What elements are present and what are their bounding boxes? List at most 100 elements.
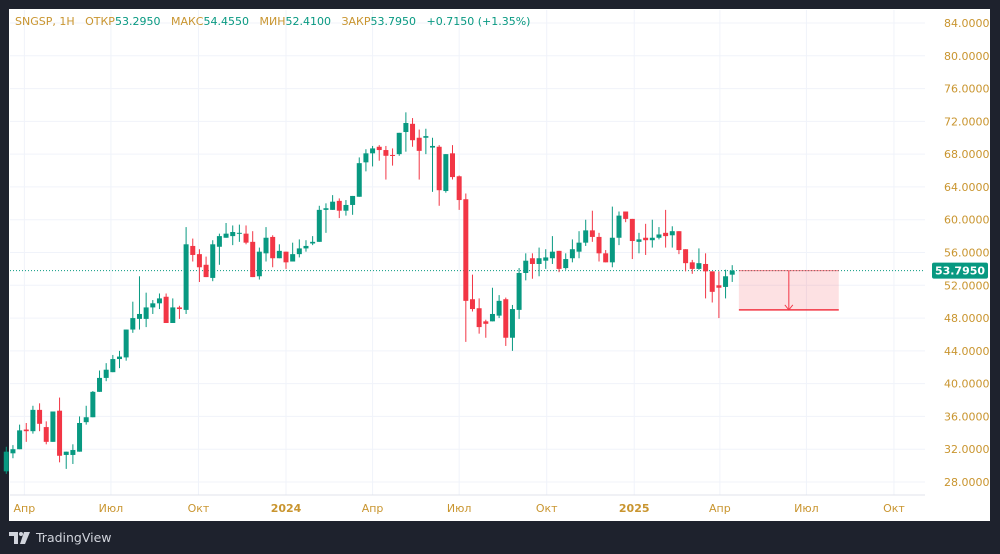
candle[interactable] — [456, 175, 462, 210]
candle[interactable] — [663, 209, 669, 248]
candle[interactable] — [250, 231, 256, 278]
candle[interactable] — [589, 210, 595, 242]
candle[interactable] — [83, 405, 89, 425]
candle[interactable] — [70, 444, 76, 464]
candle[interactable] — [523, 253, 529, 281]
candle[interactable] — [496, 295, 502, 319]
candle[interactable] — [356, 157, 362, 197]
candle[interactable] — [423, 128, 429, 155]
candle[interactable] — [656, 227, 662, 240]
candle[interactable] — [103, 363, 109, 382]
candle[interactable] — [216, 233, 222, 265]
candle[interactable] — [17, 424, 23, 450]
candle[interactable] — [483, 319, 489, 338]
candle[interactable] — [276, 244, 282, 259]
candle[interactable] — [576, 231, 582, 259]
candle[interactable] — [323, 203, 329, 233]
candle[interactable] — [303, 240, 309, 252]
candle[interactable] — [296, 239, 302, 258]
candle[interactable] — [723, 269, 729, 299]
candle[interactable] — [3, 446, 9, 474]
candle[interactable] — [689, 259, 695, 274]
candle[interactable] — [396, 132, 402, 156]
candle[interactable] — [350, 195, 356, 215]
candle[interactable] — [183, 227, 189, 314]
candle[interactable] — [256, 247, 262, 280]
candle[interactable] — [270, 235, 276, 268]
candle[interactable] — [383, 145, 389, 180]
candle[interactable] — [63, 451, 69, 469]
candle[interactable] — [43, 421, 49, 445]
candle[interactable] — [150, 300, 156, 314]
candle[interactable] — [436, 145, 442, 206]
candle[interactable] — [603, 250, 609, 263]
candle[interactable] — [596, 232, 602, 262]
candle[interactable] — [636, 232, 642, 254]
candle[interactable] — [569, 239, 575, 263]
candle[interactable] — [203, 256, 209, 278]
candle[interactable] — [696, 248, 702, 270]
candle[interactable] — [390, 148, 396, 166]
candle[interactable] — [196, 249, 202, 283]
candle[interactable] — [549, 236, 555, 264]
candle[interactable] — [30, 405, 36, 434]
candle[interactable] — [310, 236, 316, 246]
candle[interactable] — [683, 249, 689, 272]
candle[interactable] — [50, 411, 56, 442]
candle[interactable] — [609, 206, 615, 268]
candle[interactable] — [163, 293, 169, 323]
candle[interactable] — [616, 211, 622, 246]
candle[interactable] — [729, 265, 735, 282]
time-axis[interactable]: Апр Июл Окт 2024 Апр Июл Окт 2025 Апр Июл Окт — [14, 502, 906, 515]
candle[interactable] — [363, 149, 369, 172]
candle[interactable] — [130, 301, 136, 333]
candle[interactable] — [37, 403, 43, 432]
candle[interactable] — [57, 397, 63, 463]
tradingview-logo[interactable]: TradingView — [9, 530, 112, 545]
candle[interactable] — [669, 226, 675, 248]
candle[interactable] — [463, 193, 469, 342]
candle[interactable] — [243, 225, 249, 245]
candle[interactable] — [536, 247, 542, 277]
candle[interactable] — [90, 391, 96, 418]
candle[interactable] — [190, 238, 196, 262]
candle[interactable] — [370, 145, 376, 167]
candle[interactable] — [230, 225, 236, 246]
candle[interactable] — [543, 249, 549, 269]
candle[interactable] — [176, 305, 182, 319]
candle[interactable] — [336, 198, 342, 219]
candle[interactable] — [649, 219, 655, 248]
candle[interactable] — [316, 205, 322, 242]
symbol-label[interactable]: SNGSP, 1Н — [15, 15, 75, 28]
candle[interactable] — [77, 416, 83, 452]
candle[interactable] — [469, 274, 475, 312]
price-axis[interactable]: 84.0000 80.0000 76.0000 72.0000 68.0000 64.00… — [944, 17, 990, 489]
chart-frame[interactable] — [9, 9, 990, 521]
candle[interactable] — [703, 253, 709, 299]
candle[interactable] — [476, 298, 482, 334]
candle[interactable] — [509, 304, 515, 351]
candle[interactable] — [643, 223, 649, 255]
candle[interactable] — [123, 329, 129, 361]
candle[interactable] — [97, 370, 103, 392]
candle[interactable] — [156, 293, 162, 310]
candle[interactable] — [709, 271, 715, 303]
candle[interactable] — [583, 219, 589, 246]
candle[interactable] — [210, 240, 216, 282]
candle[interactable] — [529, 253, 535, 279]
candle[interactable] — [170, 298, 176, 323]
candle[interactable] — [623, 211, 629, 223]
candle[interactable] — [716, 271, 722, 319]
candle[interactable] — [410, 118, 416, 147]
candle[interactable] — [563, 253, 569, 270]
candle[interactable] — [117, 350, 122, 369]
candle[interactable] — [136, 276, 142, 330]
candle[interactable] — [290, 242, 296, 262]
candle[interactable] — [283, 251, 289, 269]
candle[interactable] — [416, 129, 422, 180]
candle[interactable] — [503, 297, 509, 346]
candle[interactable] — [676, 231, 682, 255]
candle[interactable] — [376, 145, 382, 161]
candle[interactable] — [110, 354, 116, 373]
